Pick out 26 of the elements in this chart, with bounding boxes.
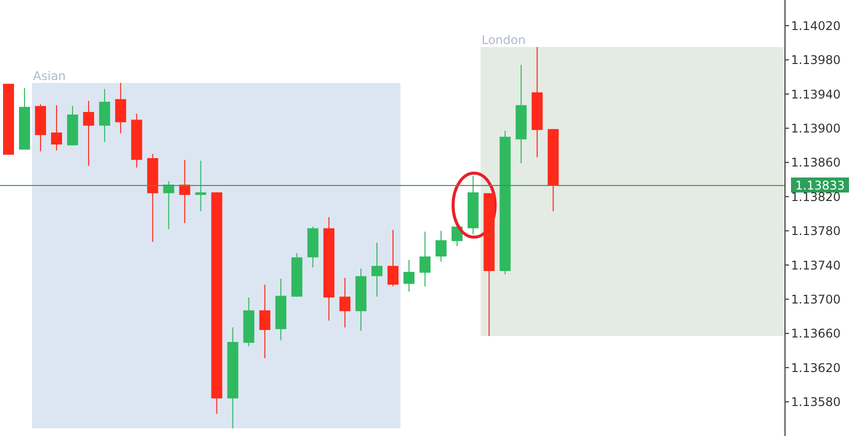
y-tick-label: 1.14020 [791, 18, 841, 33]
candlestick [371, 242, 382, 298]
y-tick-label: 1.13940 [791, 87, 841, 102]
candlestick [179, 159, 190, 224]
candlestick [420, 231, 431, 287]
candlestick [195, 160, 206, 212]
candlestick [259, 284, 270, 359]
candlestick [387, 229, 398, 287]
y-tick-label: 1.13900 [791, 121, 841, 136]
candlestick [51, 104, 62, 151]
y-tick-label: 1.13980 [791, 53, 841, 68]
candlestick [99, 88, 110, 142]
annotation: Asian [33, 68, 66, 83]
y-tick-label: 1.13660 [791, 326, 841, 341]
y-tick-label: 1.13700 [791, 292, 841, 306]
y-tick-label: 1.13780 [791, 224, 841, 238]
candlestick [83, 100, 94, 166]
y-tick-label: 1.13620 [791, 360, 841, 375]
candlestick [436, 230, 447, 262]
candlestick [339, 277, 350, 328]
y-tick-label: 1.13860 [791, 156, 841, 170]
y-tick-label: 1.13580 [791, 395, 841, 410]
annotation: London [482, 33, 526, 48]
candlestick [115, 82, 126, 134]
y-tick-label: 1.13740 [791, 258, 841, 272]
candlestick [404, 259, 415, 292]
